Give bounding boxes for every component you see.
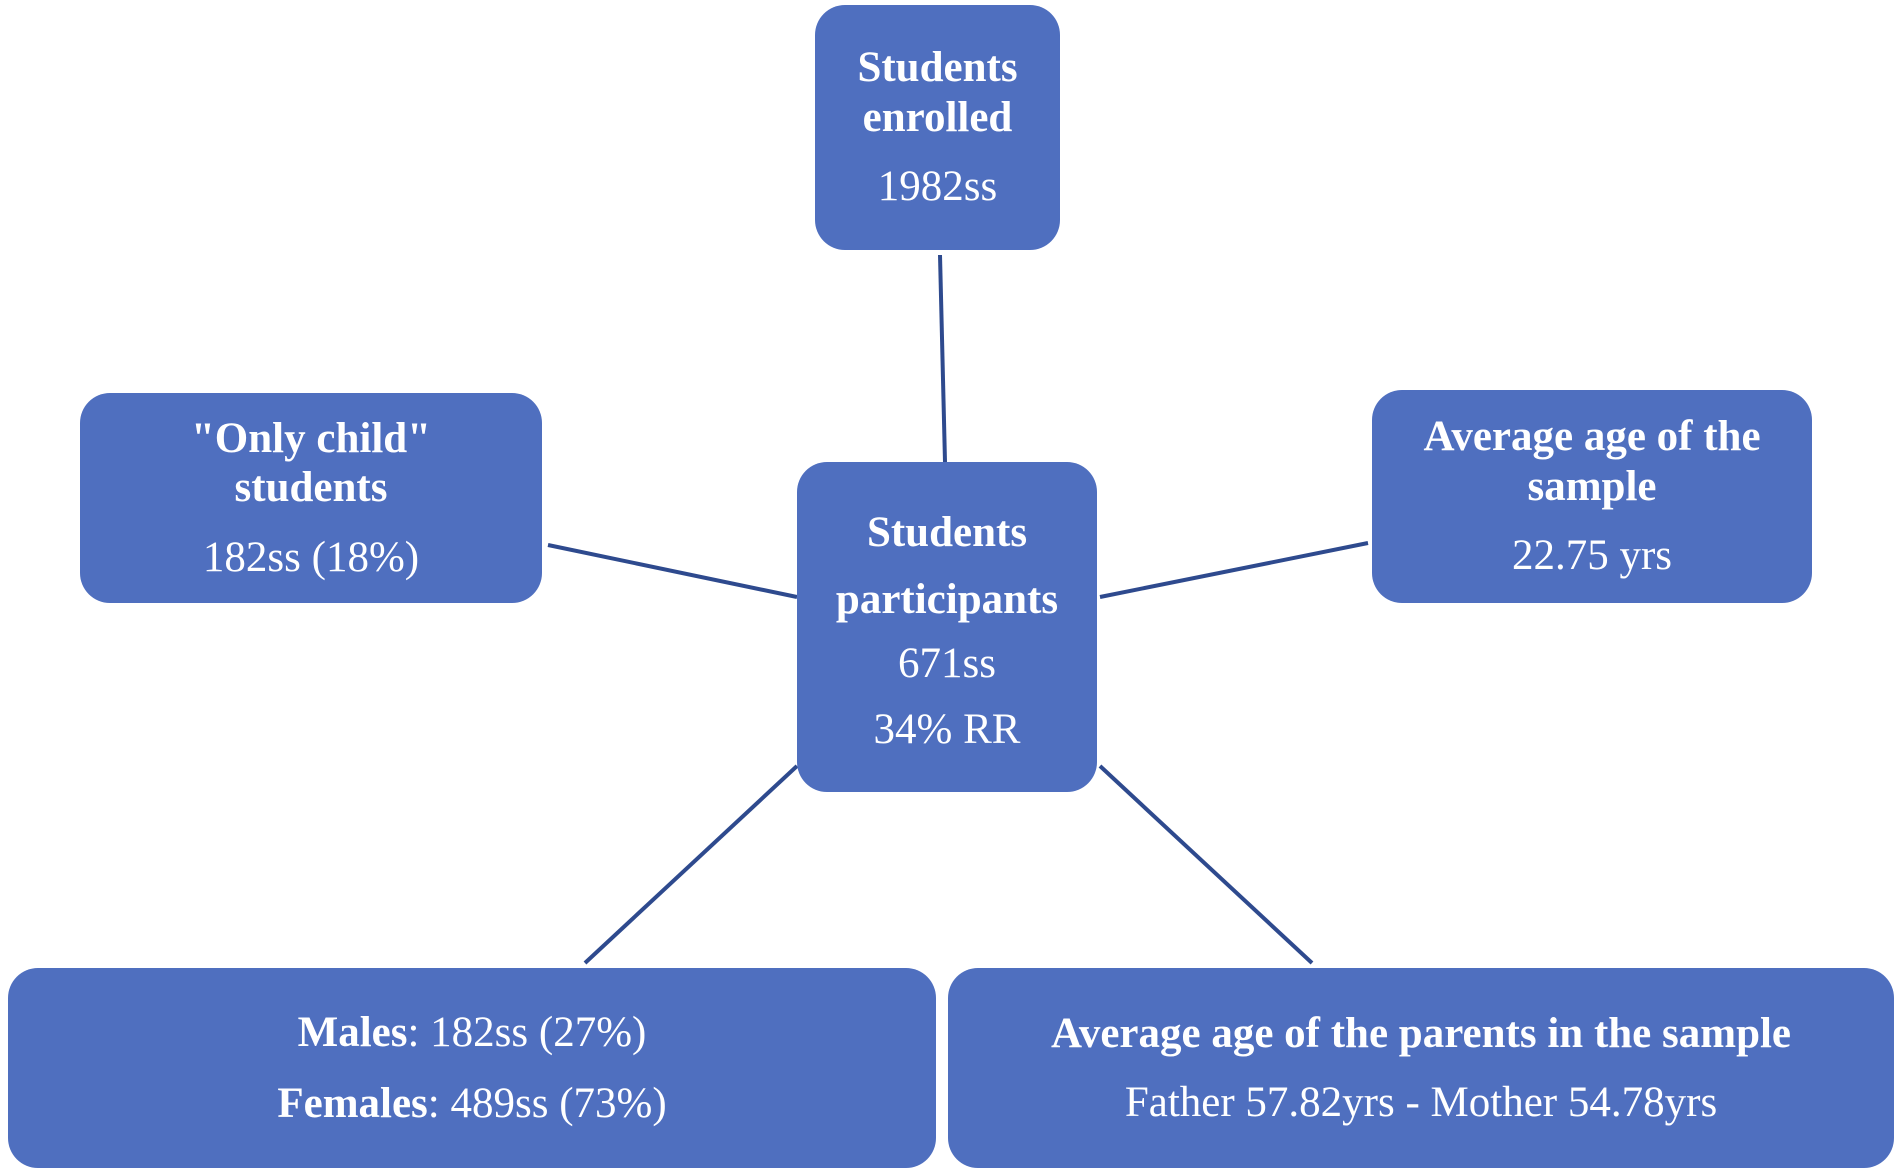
connector-average-age [1099,541,1369,599]
average-age-title: Average age of the sample [1423,413,1761,510]
connector-enrolled [938,254,947,463]
connector-parents-age [1098,764,1314,965]
females-line: Females: 489ss (73%) [277,1079,666,1128]
parents-age-title: Average age of the parents in the sample [1050,1009,1792,1057]
only-child-value: 182ss (18%) [202,533,420,581]
only-child-node: "Only child" students 182ss (18%) [80,393,542,603]
males-value: : 182ss (27%) [407,1008,647,1056]
only-child-title: "Only child" students [190,414,432,512]
students-participants-node: Students participants 671ss 34% RR [797,462,1097,792]
students-participants-value: 671ss [898,640,996,688]
students-participants-title: Students participants [835,508,1059,623]
parents-age-node: Average age of the parents in the sample… [948,968,1894,1168]
students-enrolled-node: Students enrolled 1982ss [815,5,1060,250]
connector-gender [583,764,799,965]
gender-node: Males: 182ss (27%) Females: 489ss (73%) [8,968,936,1168]
average-age-value: 22.75 yrs [1511,532,1673,580]
males-label: Males [297,1008,408,1056]
students-participants-rate: 34% RR [873,705,1021,753]
parents-age-value: Father 57.82yrs - Mother 54.78yrs [1124,1079,1718,1126]
connector-only-child [547,543,798,599]
students-enrolled-title: Students enrolled [857,44,1018,141]
females-label: Females [277,1080,428,1127]
average-age-node: Average age of the sample 22.75 yrs [1372,390,1812,603]
males-line: Males: 182ss (27%) [298,1008,647,1057]
females-value: : 489ss (73%) [427,1080,667,1127]
students-enrolled-value: 1982ss [877,163,998,211]
